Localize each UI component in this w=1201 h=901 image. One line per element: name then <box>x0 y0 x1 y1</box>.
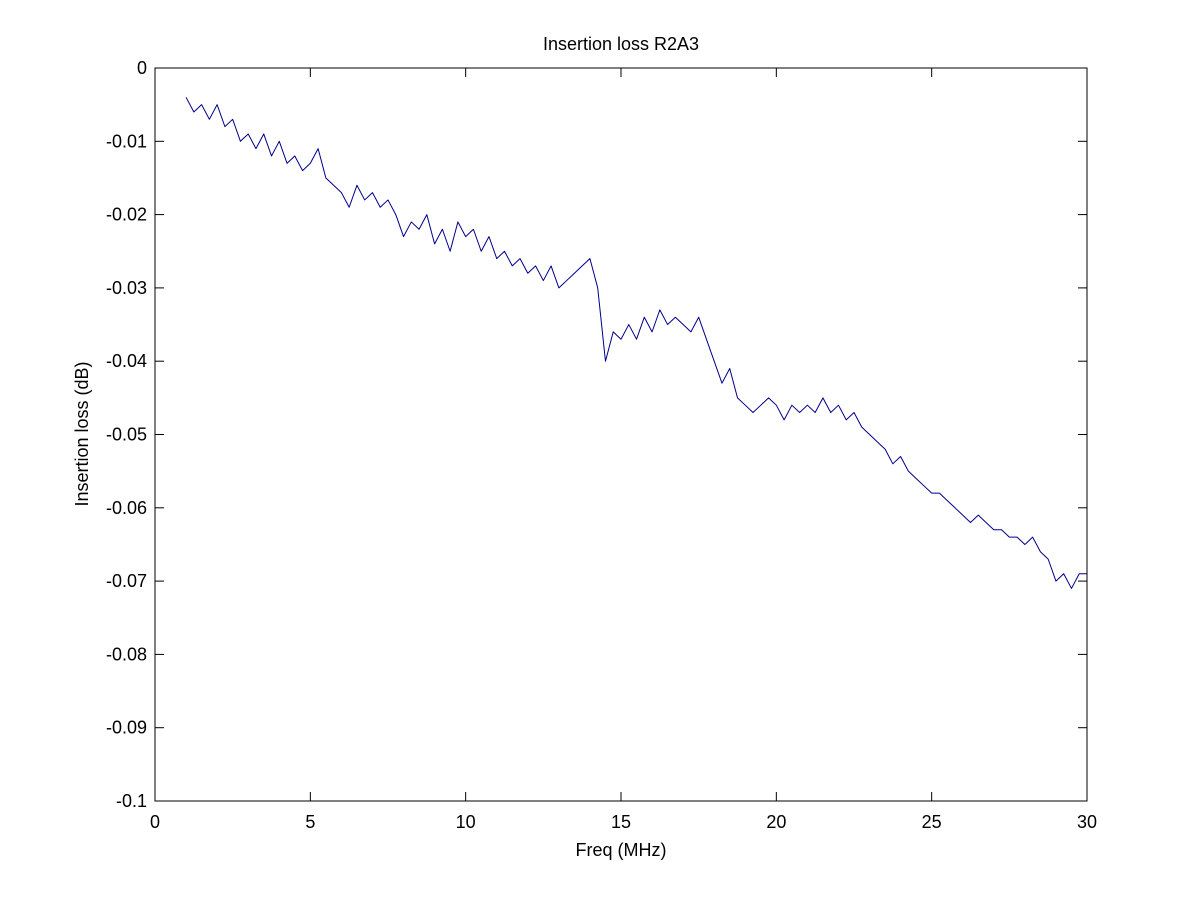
x-tick-label: 20 <box>766 812 786 832</box>
x-tick-label: 5 <box>305 812 315 832</box>
y-tick-label: 0 <box>137 58 147 78</box>
y-tick-label: -0.08 <box>106 644 147 664</box>
data-line <box>185 97 1087 589</box>
x-tick-label: 0 <box>150 812 160 832</box>
x-tick-label: 25 <box>922 812 942 832</box>
plot-area <box>154 67 1088 802</box>
x-axis-label: Freq (MHz) <box>576 840 667 860</box>
y-tick-label: -0.06 <box>106 498 147 518</box>
x-tick-label: 15 <box>611 812 631 832</box>
y-tick-label: -0.09 <box>106 718 147 738</box>
y-tick-label: -0.04 <box>106 351 147 371</box>
y-tick-label: -0.03 <box>106 278 147 298</box>
y-tick-label: -0.01 <box>106 131 147 151</box>
x-tick-label: 10 <box>456 812 476 832</box>
y-tick-label: -0.05 <box>106 425 147 445</box>
y-axis-label: Insertion loss (dB) <box>72 361 92 506</box>
y-tick-label: -0.1 <box>116 791 147 811</box>
chart-title: Insertion loss R2A3 <box>543 34 699 54</box>
y-tick-label: -0.02 <box>106 205 147 225</box>
y-tick-label: -0.07 <box>106 571 147 591</box>
x-tick-label: 30 <box>1077 812 1097 832</box>
